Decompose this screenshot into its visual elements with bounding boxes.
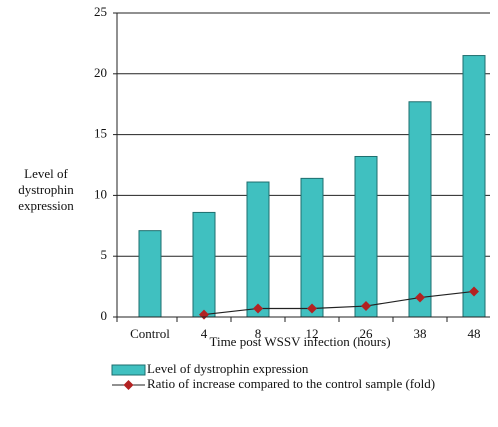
x-tick-label: 38 bbox=[414, 326, 427, 341]
bar bbox=[462, 55, 486, 318]
line-marker bbox=[469, 286, 479, 297]
x-tick-label: 12 bbox=[306, 326, 319, 341]
legend-label: Level of dystrophin expression bbox=[147, 361, 309, 376]
y-tick-label: 25 bbox=[94, 4, 107, 19]
x-axis-title: Time post WSSV infection (hours) bbox=[209, 334, 390, 349]
line-marker bbox=[361, 301, 371, 312]
legend-label: Ratio of increase compared to the contro… bbox=[147, 376, 435, 391]
line-marker bbox=[307, 303, 317, 314]
y-tick-label: 20 bbox=[94, 65, 107, 80]
line-marker bbox=[415, 292, 425, 303]
bar bbox=[246, 181, 270, 318]
bar bbox=[408, 101, 432, 318]
y-axis-title: Level of dystrophin expression bbox=[18, 166, 74, 213]
x-tick-label: 4 bbox=[201, 326, 208, 341]
line-marker bbox=[253, 303, 263, 314]
bar bbox=[354, 155, 378, 318]
bar bbox=[192, 211, 216, 318]
bar bbox=[300, 177, 324, 318]
y-tick-label: 5 bbox=[101, 247, 108, 262]
x-tick-label: 48 bbox=[468, 326, 481, 341]
y-tick-label: 15 bbox=[94, 126, 107, 141]
bar bbox=[138, 230, 162, 318]
y-tick-label: 10 bbox=[94, 186, 107, 201]
x-tick-label: 26 bbox=[360, 326, 374, 341]
line bbox=[203, 290, 475, 316]
x-tick-label: Control bbox=[130, 326, 170, 341]
y-tick-label: 0 bbox=[101, 308, 108, 323]
legend-swatch bbox=[111, 364, 146, 376]
x-tick-label: 8 bbox=[255, 326, 262, 341]
legend-swatch bbox=[123, 380, 134, 390]
